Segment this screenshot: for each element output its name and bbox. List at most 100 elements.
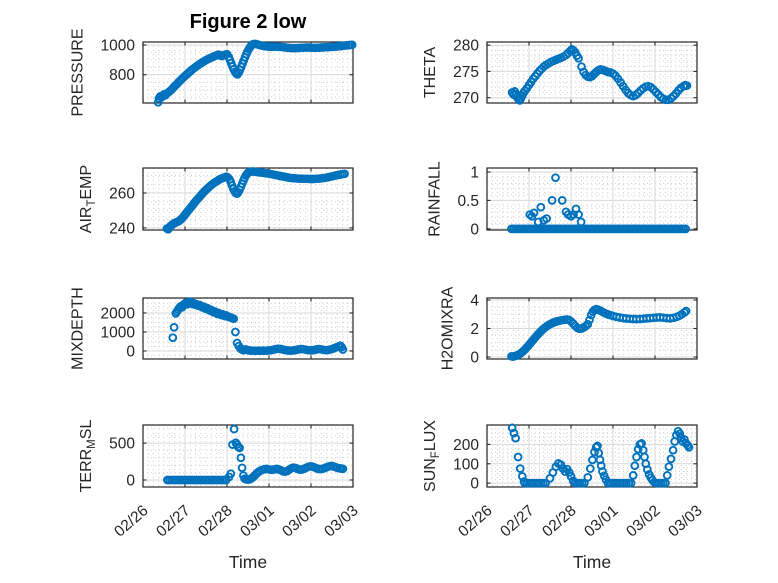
y-tick-label: 260	[109, 186, 135, 203]
data-point-marker	[681, 306, 691, 316]
y-tick-labels: 240 260	[109, 186, 135, 238]
data-points	[507, 304, 691, 361]
x-tick-labels: 02/26 02/27 02/28 03/01 03/02 03/03	[111, 502, 361, 540]
data-point-marker	[684, 442, 694, 452]
data-point-marker	[628, 471, 638, 480]
data-point-marker	[565, 46, 575, 56]
data-point-marker	[664, 462, 674, 472]
subplot-terr_msl: 0 500 02/26 02/27 02/28 03/01 03/02 03/03 TERRMS…	[78, 420, 362, 541]
data-point-marker	[338, 464, 348, 474]
subplot-theta: 270 275 280 THETA	[422, 38, 698, 107]
y-tick-label: 4	[470, 293, 479, 310]
data-point-marker	[666, 454, 676, 464]
data-point-marker	[235, 443, 244, 453]
y-axis-label: PRESSURE	[70, 28, 87, 116]
data-points	[507, 423, 694, 488]
data-point-marker	[601, 475, 611, 484]
y-tick-labels: 00.51	[457, 165, 479, 239]
data-points	[162, 167, 349, 234]
x-tick-labels: 02/26 02/27 02/28 03/01 03/02 03/03	[455, 502, 705, 540]
minor-grid	[487, 168, 697, 230]
y-tick-labels: 0 100 200	[453, 437, 479, 493]
x-tick-label: 02/28	[539, 502, 579, 540]
data-point-marker	[632, 452, 641, 462]
y-axis-label: MIXDEPTH	[70, 287, 87, 370]
y-tick-label: 0	[470, 476, 479, 493]
data-point-marker	[649, 477, 659, 487]
data-point-marker	[598, 467, 607, 476]
data-point-marker	[229, 424, 239, 434]
y-axis-label: H2OMIXRA	[439, 286, 456, 370]
data-point-marker	[517, 471, 527, 481]
data-point-marker	[626, 478, 636, 488]
figure-title: Figure 2 low	[189, 11, 307, 33]
y-axis-label: SUNFLUX	[422, 420, 442, 492]
data-point-marker	[675, 429, 685, 439]
data-point-marker	[231, 327, 240, 337]
x-tick-label: 02/28	[195, 502, 235, 540]
y-tick-label: 2000	[101, 306, 136, 323]
x-tick-label: 02/26	[455, 502, 495, 540]
data-point-marker	[340, 169, 349, 179]
y-tick-label: 0	[470, 221, 479, 238]
axes-box	[486, 424, 698, 488]
y-tick-label: 2	[470, 321, 479, 338]
data-point-marker	[536, 202, 546, 212]
y-tick-labels: 0 2 4	[470, 293, 479, 367]
data-point-marker	[519, 477, 529, 486]
axes-box	[142, 297, 354, 360]
data-points	[507, 45, 692, 105]
data-point-marker	[513, 452, 523, 462]
data-point-marker	[237, 463, 247, 473]
y-tick-labels: 800 1000	[101, 38, 136, 85]
data-point-marker	[662, 471, 672, 480]
data-point-marker	[576, 217, 586, 227]
y-tick-labels: 0 1000 2000	[101, 306, 136, 361]
subplot-mixdepth: 0 1000 2000 MIXDEPTH	[70, 287, 354, 370]
subplot-pressure: 800 1000 PRESSURE	[70, 28, 357, 117]
x-tick-label: 03/02	[279, 502, 319, 540]
y-tick-label: 100	[453, 456, 479, 473]
y-tick-label: 0	[126, 473, 135, 490]
subplot-rainfall: 00.51 RAINFALL	[426, 161, 698, 239]
y-tick-label: 240	[109, 220, 135, 237]
data-points	[153, 39, 357, 107]
data-point-marker	[574, 53, 583, 63]
data-point-marker	[236, 453, 246, 463]
data-point-marker	[682, 81, 692, 90]
subplot-h2omixra: 0 2 4 H2OMIXRA	[439, 286, 698, 370]
data-point-marker	[630, 461, 640, 471]
y-tick-labels: 270 275 280	[453, 38, 479, 107]
y-tick-label: 270	[453, 90, 479, 107]
y-tick-label: 0	[126, 344, 135, 361]
y-tick-label: 280	[453, 38, 479, 55]
data-point-marker	[661, 478, 670, 488]
data-point-marker	[168, 333, 178, 343]
y-tick-label: 0	[470, 350, 479, 367]
data-point-marker	[542, 214, 551, 223]
data-point-marker	[509, 428, 519, 438]
data-point-marker	[585, 464, 595, 473]
y-axis-label: TERRMSL	[78, 420, 98, 493]
x-tick-label: 03/03	[321, 502, 361, 540]
data-points	[507, 173, 691, 234]
x-tick-label: 03/01	[237, 502, 277, 540]
data-point-marker	[529, 208, 539, 218]
x-tick-label: 02/27	[497, 502, 537, 540]
data-point-marker	[541, 478, 550, 488]
y-axis-label: RAINFALL	[426, 161, 443, 237]
data-point-marker	[643, 465, 652, 474]
major-grid	[487, 298, 697, 359]
data-point-marker	[583, 472, 593, 482]
data-point-marker	[668, 445, 678, 455]
data-point-marker	[347, 40, 357, 50]
axes-box	[142, 41, 354, 104]
data-point-marker	[568, 476, 578, 486]
axes-box	[486, 41, 698, 104]
data-point-marker	[169, 322, 179, 332]
subplot-sun_flux: 0 100 200 02/26 02/27 02/28 03/01 03/02 03/03 SUN…	[422, 420, 706, 541]
y-axis-label: AIRTEMP	[78, 165, 98, 233]
x-axis-label-right: Time	[572, 552, 612, 572]
x-tick-label: 03/03	[665, 502, 705, 540]
